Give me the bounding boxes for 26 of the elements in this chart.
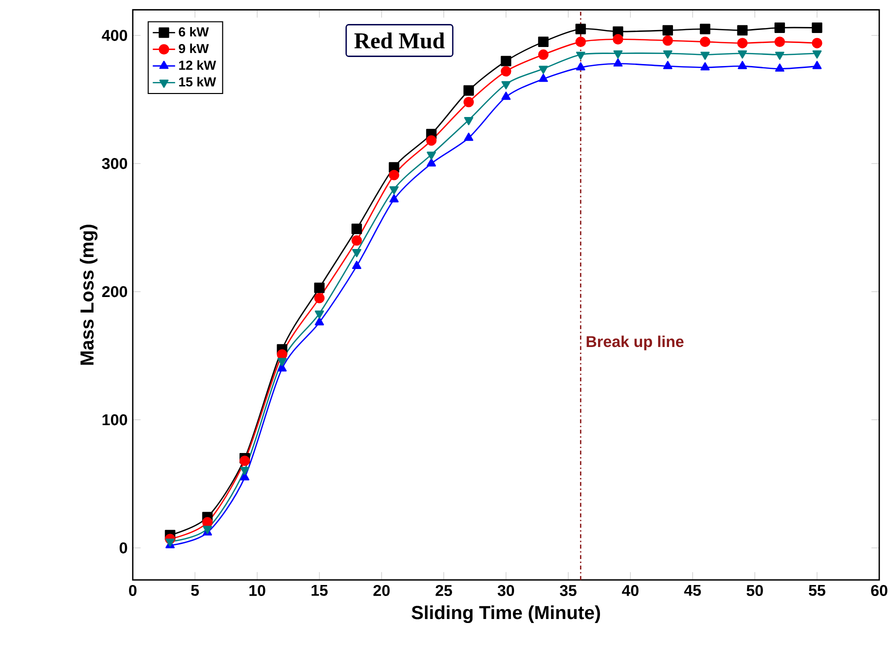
x-axis-title: Sliding Time (Minute) (412, 605, 600, 624)
y-tick-label: 100 (102, 414, 128, 426)
legend-label: 15 kW (179, 76, 216, 86)
x-tick-label: 25 (436, 584, 452, 596)
x-tick-label: 15 (312, 584, 328, 596)
y-tick-label: 200 (102, 286, 128, 298)
legend-label: 12 kW (179, 60, 216, 70)
x-tick-label: 20 (373, 584, 390, 596)
y-tick-label: 400 (102, 30, 128, 41)
x-tick-label: 40 (622, 584, 638, 596)
x-tick-label: 50 (746, 584, 763, 596)
x-tick-label: 0 (129, 584, 136, 596)
x-tick-label: 5 (191, 584, 199, 596)
x-tick-label: 10 (249, 584, 266, 596)
x-tick-label: 55 (808, 584, 826, 596)
legend-label: 9 kW (178, 44, 209, 54)
y-tick-label: 300 (102, 158, 128, 170)
x-tick-label: 30 (498, 584, 514, 596)
legend-label: 6 kW (178, 26, 209, 36)
y-tick-label: 0 (120, 542, 128, 554)
y-axis-title: Mass Loss (mg) (80, 224, 98, 365)
annotation: Red Mud (354, 32, 445, 48)
x-tick-label: 45 (684, 584, 701, 596)
x-tick-label: 60 (871, 584, 888, 596)
ref-line-label: Break up line (586, 336, 684, 350)
x-tick-label: 35 (560, 584, 576, 596)
